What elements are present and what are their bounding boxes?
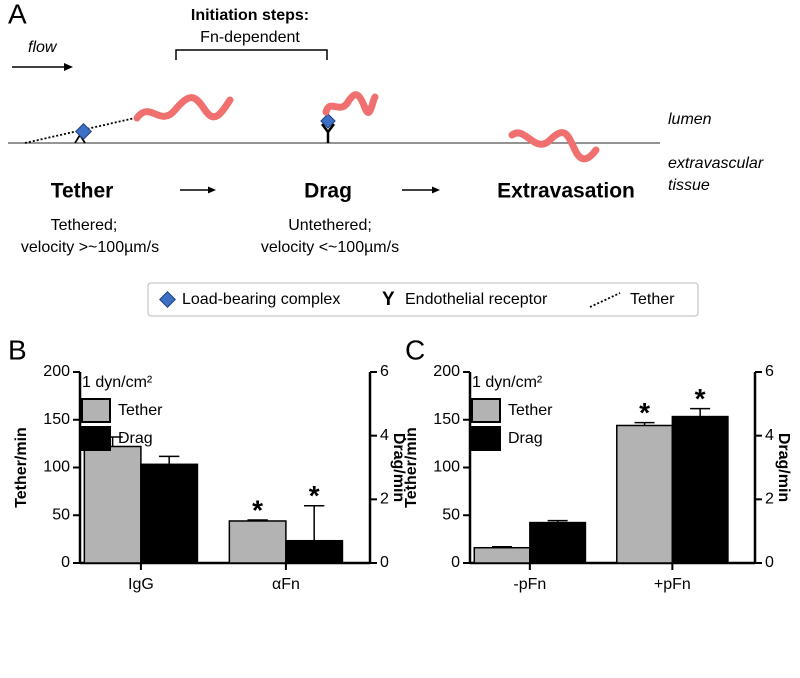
significance-mark: * bbox=[695, 383, 706, 414]
y2-axis-label: Drag/min bbox=[390, 433, 407, 502]
panel-label: B bbox=[8, 334, 27, 365]
bar bbox=[285, 539, 344, 564]
flow-arrowhead bbox=[64, 63, 73, 71]
y-axis-label: Tether/min bbox=[403, 427, 420, 508]
legend-symbol: Y bbox=[382, 289, 395, 310]
step-arrowhead bbox=[208, 186, 216, 194]
panel-a: A Initiation steps: Fn-dependent flow lu… bbox=[8, 0, 764, 317]
step-arrowhead bbox=[432, 186, 440, 194]
panel-label: C bbox=[405, 334, 425, 365]
legend-label: Tether bbox=[508, 402, 553, 419]
x-tick-label: IgG bbox=[128, 576, 154, 593]
y2-tick-label: 4 bbox=[380, 427, 389, 444]
y-tick-label: 200 bbox=[433, 363, 460, 380]
cell bbox=[133, 94, 234, 122]
legend-label: Drag bbox=[118, 430, 153, 447]
bar bbox=[671, 415, 729, 564]
bar bbox=[473, 546, 531, 564]
significance-mark: * bbox=[639, 397, 650, 428]
tissue-label: tissue bbox=[668, 177, 710, 194]
cell bbox=[322, 91, 379, 116]
y-tick-label: 150 bbox=[43, 411, 70, 428]
y2-tick-label: 0 bbox=[765, 554, 774, 571]
step-description: Untethered; bbox=[288, 217, 372, 234]
y2-tick-label: 6 bbox=[380, 363, 389, 380]
step-name: Extravasation bbox=[497, 180, 635, 203]
step-description: Tethered; bbox=[51, 217, 118, 234]
y-tick-label: 0 bbox=[451, 554, 460, 571]
initiation-title: Initiation steps: bbox=[191, 7, 309, 24]
complex bbox=[75, 123, 92, 140]
complex bbox=[320, 113, 336, 129]
chart: B 0 50 100 150 200 0 2 4 6 Tether/min Drag/min IgG αF… bbox=[8, 334, 407, 593]
legend-swatch bbox=[471, 398, 501, 423]
bar bbox=[140, 463, 199, 564]
y-tick-label: 50 bbox=[442, 506, 460, 523]
bar bbox=[228, 520, 287, 564]
legend-label: Drag bbox=[508, 430, 543, 447]
y-tick-label: 50 bbox=[52, 506, 70, 523]
x-tick-label: +pFn bbox=[654, 576, 691, 593]
cell bbox=[508, 129, 600, 163]
legend-label: Tether bbox=[630, 291, 675, 308]
y2-tick-label: 2 bbox=[765, 491, 774, 508]
step-description: velocity <~100µm/s bbox=[261, 239, 399, 256]
y-tick-label: 200 bbox=[43, 363, 70, 380]
significance-mark: * bbox=[252, 494, 263, 525]
y-tick-label: 0 bbox=[61, 554, 70, 571]
y2-tick-label: 2 bbox=[380, 491, 389, 508]
legend-swatch bbox=[471, 426, 501, 451]
lumen-label: lumen bbox=[668, 111, 712, 128]
chart: C 0 50 100 150 200 0 2 4 6 Tether/min Drag/min -pFn +… bbox=[403, 334, 792, 593]
bar bbox=[529, 521, 587, 564]
step-name: Drag bbox=[304, 180, 352, 203]
bar bbox=[83, 445, 142, 564]
legend-title: 1 dyn/cm² bbox=[82, 374, 153, 391]
legend-tether bbox=[589, 292, 621, 308]
y-tick-label: 100 bbox=[43, 459, 70, 476]
legend-complex bbox=[159, 291, 176, 308]
legend-label: Tether bbox=[118, 402, 163, 419]
legend-label: Endothelial receptor bbox=[405, 291, 548, 308]
legend-label: Load-bearing complex bbox=[182, 291, 340, 308]
significance-mark: * bbox=[309, 480, 320, 511]
y-tick-label: 100 bbox=[433, 459, 460, 476]
y2-tick-label: 6 bbox=[765, 363, 774, 380]
panel-label: A bbox=[8, 0, 27, 29]
y2-tick-label: 4 bbox=[765, 427, 774, 444]
legend-swatch bbox=[81, 398, 111, 423]
legend-title: 1 dyn/cm² bbox=[472, 374, 543, 391]
flow-label: flow bbox=[28, 39, 58, 56]
y-axis-label: Tether/min bbox=[13, 427, 30, 508]
step-name: Tether bbox=[51, 180, 114, 203]
receptor bbox=[321, 123, 335, 143]
tissue-label: extravascular bbox=[668, 155, 764, 172]
bar bbox=[616, 424, 674, 564]
step-description: velocity >~100µm/s bbox=[21, 239, 159, 256]
y2-axis-label: Drag/min bbox=[775, 433, 792, 502]
initiation-subtitle: Fn-dependent bbox=[200, 29, 300, 46]
legend-swatch bbox=[81, 426, 111, 451]
legend-box bbox=[147, 282, 699, 317]
bracket bbox=[175, 49, 328, 60]
x-tick-label: αFn bbox=[272, 576, 300, 593]
x-tick-label: -pFn bbox=[513, 576, 546, 593]
y-tick-label: 150 bbox=[433, 411, 460, 428]
y2-tick-label: 0 bbox=[380, 554, 389, 571]
